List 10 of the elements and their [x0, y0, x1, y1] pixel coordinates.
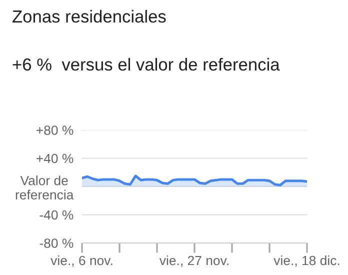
y-tick-label: +80 %: [36, 126, 74, 135]
x-tick-label: vie., 27 nov.: [159, 256, 228, 267]
x-tick-label: vie., 6 nov.: [50, 256, 112, 267]
y-tick-label: Valor de referencia: [16, 176, 74, 200]
chart-title: Zonas residenciales: [12, 10, 166, 23]
y-tick-label: -80 %: [40, 238, 74, 248]
y-tick-label: +40 %: [36, 154, 74, 164]
chart-subtitle: +6 % versus el valor de referencia: [12, 58, 280, 71]
x-tick-label: vie., 18 dic.: [274, 256, 340, 267]
y-tick-label: -40 %: [40, 210, 74, 220]
